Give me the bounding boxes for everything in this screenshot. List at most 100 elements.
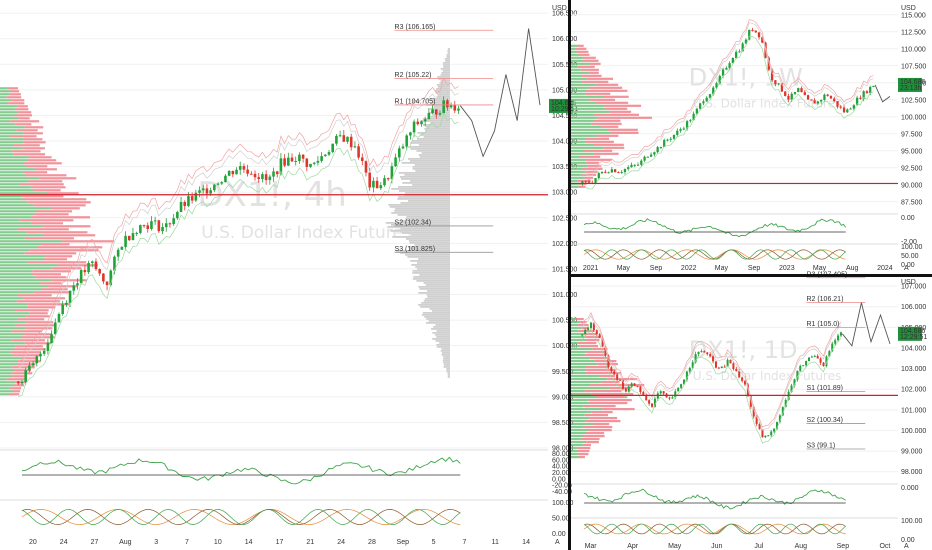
volume-profile-bar-up xyxy=(571,348,593,351)
volume-profile-bar-up xyxy=(571,158,586,161)
session-volume-bar xyxy=(391,212,450,214)
session-volume-bar xyxy=(405,218,450,220)
session-volume-bar xyxy=(419,274,450,276)
volume-profile-bar-up xyxy=(0,156,29,159)
volume-profile-bar-down xyxy=(582,56,596,59)
candle-up xyxy=(685,371,688,380)
volume-profile-bar-up xyxy=(571,68,581,71)
candle-up xyxy=(150,221,153,229)
candle-down xyxy=(810,99,813,101)
candle-up xyxy=(131,233,135,241)
session-volume-bar xyxy=(398,190,450,192)
indicator-band-line xyxy=(582,311,842,428)
candle-down xyxy=(839,106,842,108)
volume-profile-bar-up xyxy=(0,111,19,114)
candle-up xyxy=(589,322,593,329)
stochastic-line xyxy=(583,523,846,535)
volume-profile-bar-down xyxy=(608,387,632,390)
projection-path xyxy=(874,84,891,103)
candle-up xyxy=(627,167,630,169)
volume-profile-bar-up xyxy=(0,273,31,276)
y-tick-label: 100.000 xyxy=(901,428,926,435)
volume-profile-bar-up xyxy=(0,372,12,375)
candle-up xyxy=(805,361,808,366)
volume-profile-bar-down xyxy=(24,126,44,129)
volume-profile-bar-up xyxy=(571,65,578,68)
candle-down xyxy=(607,355,610,368)
volume-profile-bar-up xyxy=(0,96,7,99)
candle-down xyxy=(16,381,20,384)
candle-down xyxy=(446,100,449,108)
chart-pane-4h[interactable]: 106.500 106.000 105.500 105.000 104.500 104.0… xyxy=(0,5,578,546)
volume-profile-bar-down xyxy=(7,87,18,90)
pivot-label: R2 (105.22) xyxy=(395,72,432,79)
session-volume-bar xyxy=(436,330,450,332)
candle-down xyxy=(662,391,665,394)
candle-up xyxy=(748,29,751,40)
candle-up xyxy=(653,398,656,407)
session-volume-bar xyxy=(414,244,450,246)
session-volume-bar xyxy=(441,354,450,356)
chart-pane-1d[interactable]: 107.000106.000105.000104.000103.000102.0… xyxy=(571,271,927,550)
session-volume-bar xyxy=(412,166,450,168)
candle-up xyxy=(431,109,434,114)
volume-profile-bar-down xyxy=(591,122,622,125)
volume-profile-bar-down xyxy=(24,237,74,240)
y-tick-label: 104.000 xyxy=(901,345,926,352)
volume-profile-bar-down xyxy=(25,174,67,177)
x-tick-label: Jul xyxy=(754,543,763,550)
session-volume-bar xyxy=(444,58,450,60)
axis-auto-button: A xyxy=(555,539,560,546)
x-tick-label: 11 xyxy=(492,539,499,546)
session-volume-bar xyxy=(439,82,450,84)
candle-up xyxy=(139,225,142,233)
pane-divider-vertical[interactable] xyxy=(568,0,571,550)
volume-profile-bar-down xyxy=(23,297,66,300)
candle-up xyxy=(331,143,334,153)
volume-profile-bar-up xyxy=(0,330,13,333)
y-tick-label: 95.000 xyxy=(901,148,923,155)
volume-profile-bar-up xyxy=(571,164,588,167)
session-volume-bar xyxy=(434,90,450,92)
session-volume-bar xyxy=(398,172,450,174)
candle-up xyxy=(61,304,64,314)
candle-up xyxy=(346,136,349,142)
volume-profile-bar-up xyxy=(0,375,13,378)
volume-profile-bar-down xyxy=(31,186,66,189)
candle-down xyxy=(732,363,735,369)
candle-up xyxy=(630,164,633,168)
candle-down xyxy=(780,83,784,92)
volume-profile-bar-down xyxy=(40,243,70,246)
session-volume-bar xyxy=(445,60,450,62)
candle-down xyxy=(127,235,131,241)
session-volume-bar xyxy=(436,344,450,346)
candle-down xyxy=(621,380,624,389)
x-tick-label: Aug xyxy=(119,539,132,546)
y-tick-label: 105.500 xyxy=(552,62,577,69)
volume-profile-bar-down xyxy=(579,345,599,348)
session-volume-bar xyxy=(442,70,450,72)
volume-profile-bar-down xyxy=(31,222,64,225)
volume-profile-bar-up xyxy=(571,378,608,381)
candle-down xyxy=(639,386,642,393)
candle-down xyxy=(803,92,806,96)
volume-profile-bar-up xyxy=(571,318,577,321)
volume-profile-bar-up xyxy=(571,447,577,450)
session-volume-bar xyxy=(409,160,450,162)
candle-up xyxy=(238,166,242,170)
candle-up xyxy=(872,85,875,87)
pane-divider-horizontal[interactable] xyxy=(571,274,932,277)
volume-profile-bar-down xyxy=(17,360,41,363)
volume-profile-bar-down xyxy=(578,330,595,333)
volume-profile-bar-down xyxy=(51,207,80,210)
chart-pane-1w[interactable]: 115.000112.500110.000107.500105.000102.5… xyxy=(571,5,926,272)
session-volume-bar xyxy=(447,48,450,50)
session-volume-bar xyxy=(391,188,450,190)
session-volume-bar xyxy=(431,110,450,112)
candle-up xyxy=(42,350,46,354)
candle-down xyxy=(375,180,379,189)
volume-profile-bar-down xyxy=(28,306,56,309)
candle-up xyxy=(438,113,442,115)
candle-up xyxy=(198,190,201,193)
